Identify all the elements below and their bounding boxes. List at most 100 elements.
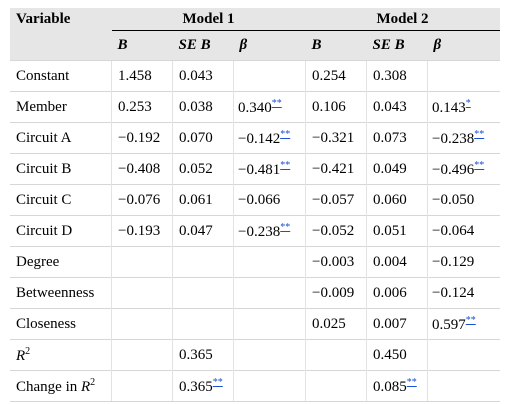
table-body: Constant 1.458 0.043 0.254 0.308 Member 0.253 0… (10, 60, 500, 402)
significance-footnote-link[interactable]: ** (280, 128, 291, 140)
significance-footnote-link[interactable]: * (465, 97, 471, 109)
cell-value: −0.129 (432, 253, 475, 270)
table-cell: 0.365 (172, 339, 234, 371)
table-cell: 0.043 (366, 91, 428, 123)
model-2-header: Model 2 (376, 10, 429, 27)
cell-value: −0.009 (312, 284, 355, 301)
table-cell: −0.193 (111, 215, 173, 247)
cell-value: −0.057 (312, 191, 355, 208)
row-label: Degree (10, 246, 112, 278)
significance-footnote-link[interactable]: ** (406, 376, 417, 388)
header-row-models: Variable Model 1 Model 2 (10, 8, 500, 31)
table-cell (172, 308, 234, 340)
table-cell: −0.050 (427, 184, 500, 216)
table-row: Circuit D −0.193 0.047 −0.238** −0.052 0.051 −… (10, 215, 500, 247)
cell-value: 0.253 (118, 98, 152, 115)
cell-value: 0.038 (179, 98, 213, 115)
significance-footnote-link[interactable]: ** (474, 159, 485, 171)
cell-value: 0.049 (373, 160, 407, 177)
table-cell (233, 246, 306, 278)
table-cell (427, 339, 500, 371)
cell-value: −0.193 (118, 222, 161, 239)
significance-footnote-link[interactable]: ** (271, 97, 282, 109)
significance-footnote-link[interactable]: ** (280, 159, 291, 171)
table-row: Member 0.253 0.038 0.340** 0.106 0.043 0.143* (10, 91, 500, 123)
row-label-text: R (16, 347, 26, 364)
cell-value: 0.254 (312, 67, 346, 84)
cell-value: 1.458 (118, 67, 152, 84)
col-b-2: B (305, 30, 367, 61)
row-label-text: Degree (16, 253, 60, 270)
cell-value: 0.051 (373, 222, 407, 239)
cell-value: 0.340 (238, 99, 272, 116)
row-label: Circuit B (10, 153, 112, 185)
table-cell (233, 277, 306, 309)
variable-header-spacer (10, 31, 112, 61)
cell-value: 0.085 (373, 378, 407, 395)
row-label: Circuit A (10, 122, 112, 154)
cell-value: 0.043 (179, 67, 213, 84)
significance-footnote-link[interactable]: ** (212, 376, 223, 388)
table-cell: −0.003 (305, 246, 367, 278)
table-cell (172, 246, 234, 278)
significance-footnote-link[interactable]: ** (474, 128, 485, 140)
row-label: Constant (10, 60, 112, 92)
table-cell: −0.066 (233, 184, 306, 216)
cell-value: −0.192 (118, 129, 161, 146)
table-row: Betweenness −0.009 0.006 −0.124 (10, 277, 500, 309)
row-label-text: Circuit C (16, 191, 72, 208)
table-cell: −0.064 (427, 215, 500, 247)
cell-value: −0.142 (238, 130, 281, 147)
table-cell: 0.070 (172, 122, 234, 154)
cell-value: 0.006 (373, 284, 407, 301)
table-cell: −0.238** (233, 215, 306, 247)
cell-value: 0.025 (312, 315, 346, 332)
significance-footnote-link[interactable]: ** (280, 221, 291, 233)
row-label-text: Constant (16, 67, 70, 84)
cell-value: −0.321 (312, 129, 355, 146)
table-cell: 0.047 (172, 215, 234, 247)
table-cell: 0.052 (172, 153, 234, 185)
col-seb-2: SE B (366, 30, 428, 61)
table-cell: 1.458 (111, 60, 173, 92)
row-label-superscript: 2 (90, 376, 96, 388)
cell-value: 0.365 (179, 378, 213, 395)
cell-value: 0.043 (373, 98, 407, 115)
model-1-header: Model 1 (182, 10, 235, 27)
significance-footnote-link[interactable]: ** (465, 314, 476, 326)
cell-value: −0.408 (118, 160, 161, 177)
cell-value: −0.050 (432, 191, 475, 208)
cell-value: 0.004 (373, 253, 407, 270)
table-cell: 0.061 (172, 184, 234, 216)
row-label: Betweenness (10, 277, 112, 309)
cell-value: −0.064 (432, 222, 475, 239)
cell-value: −0.052 (312, 222, 355, 239)
table-cell: −0.124 (427, 277, 500, 309)
table-cell: −0.421 (305, 153, 367, 185)
row-label-text: Circuit D (16, 222, 73, 239)
cell-value: −0.066 (238, 191, 281, 208)
regression-table: Variable Model 1 Model 2 B SE B β B SE B… (10, 8, 500, 402)
row-label: Change in R2 (10, 370, 112, 402)
table-row: Constant 1.458 0.043 0.254 0.308 (10, 60, 500, 92)
table-cell: 0.073 (366, 122, 428, 154)
table-row: Circuit C −0.076 0.061 −0.066 −0.057 0.060 −0.… (10, 184, 500, 216)
table-cell (111, 370, 173, 402)
header-row-columns: B SE B β B SE B β (10, 30, 500, 61)
cell-value: 0.073 (373, 129, 407, 146)
table-cell: 0.004 (366, 246, 428, 278)
row-label-superscript: 2 (25, 345, 31, 357)
table-cell (233, 308, 306, 340)
table-cell: −0.009 (305, 277, 367, 309)
table-cell: 0.025 (305, 308, 367, 340)
cell-value: −0.238 (432, 130, 475, 147)
table-cell (233, 60, 306, 92)
table-cell: 0.253 (111, 91, 173, 123)
row-label-text: Closeness (16, 315, 76, 332)
row-label-text: Member (16, 98, 67, 115)
table-cell: 0.143* (427, 91, 500, 123)
table-cell: 0.365** (172, 370, 234, 402)
row-label-text: Circuit B (16, 160, 72, 177)
table-cell: 0.106 (305, 91, 367, 123)
table-row: R2 0.365 0.450 (10, 339, 500, 371)
